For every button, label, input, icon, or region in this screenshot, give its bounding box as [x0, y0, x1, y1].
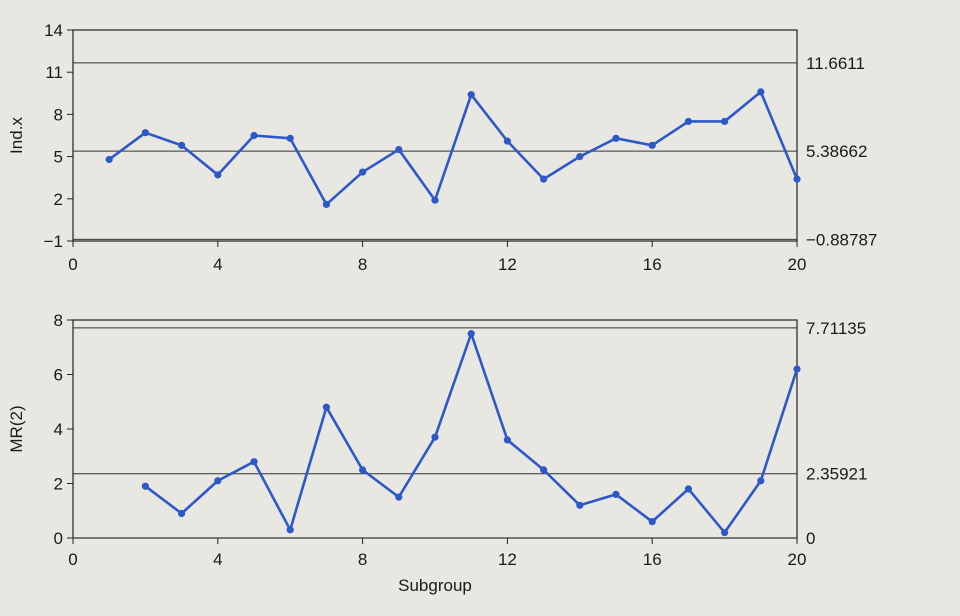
data-point [648, 518, 656, 526]
data-point [721, 528, 729, 537]
x-tick-label: 16 [643, 550, 662, 569]
data-point [576, 153, 584, 161]
data-point [612, 490, 620, 498]
plot-frame [72, 29, 798, 242]
x-tick-label: 4 [213, 255, 222, 274]
data-point [286, 526, 294, 534]
control-limit-label: 7.71135 [806, 319, 866, 338]
x-tick-label: 20 [788, 550, 807, 569]
data-point [395, 145, 403, 154]
data-point [250, 458, 258, 466]
control-limit-label: −0.88787 [806, 230, 877, 249]
control-limit-label: 2.35921 [806, 465, 867, 484]
data-point [684, 485, 693, 493]
x-tick-label: 4 [213, 550, 222, 569]
data-point [612, 134, 620, 142]
data-point [141, 129, 149, 137]
data-point [214, 171, 222, 179]
control-limit-label: 5.38662 [806, 142, 867, 161]
data-point [467, 91, 475, 99]
data-point [721, 117, 729, 126]
data-point [648, 141, 656, 149]
control-limit-label: 0 [806, 529, 815, 548]
data-point [286, 134, 294, 142]
data-point [576, 501, 584, 509]
y-tick-label: 8 [54, 105, 63, 124]
data-point [793, 365, 801, 373]
y-tick-label: −1 [44, 232, 63, 251]
x-tick-label: 12 [498, 255, 517, 274]
y-tick-label: 2 [54, 475, 63, 494]
x-axis-label: Subgroup [398, 576, 472, 595]
control-limit-label: 11.6611 [806, 54, 865, 73]
data-point [359, 466, 367, 474]
data-point [178, 141, 186, 149]
series-line [108, 90, 799, 206]
data-point [141, 482, 149, 490]
y-axis-label: MR(2) [7, 405, 26, 452]
data-point [757, 88, 765, 96]
data-point [322, 403, 330, 411]
data-point [684, 117, 693, 126]
y-tick-label: 0 [54, 529, 63, 548]
y-axis-label: Ind.x [7, 117, 26, 154]
data-point [178, 509, 186, 518]
y-tick-label: 11 [45, 63, 63, 82]
x-tick-label: 16 [643, 255, 662, 274]
data-point [793, 175, 801, 183]
y-tick-label: 14 [44, 21, 63, 40]
data-point [540, 175, 548, 183]
x-tick-label: 8 [358, 255, 367, 274]
x-tick-label: 12 [498, 550, 517, 569]
data-point [250, 131, 258, 140]
series-line [144, 332, 799, 534]
data-point [359, 168, 367, 176]
data-point [540, 466, 548, 474]
data-point [467, 330, 475, 338]
data-point [503, 436, 511, 444]
data-point [395, 493, 403, 501]
x-tick-label: 20 [788, 255, 807, 274]
data-point [503, 137, 511, 145]
x-tick-label: 0 [68, 255, 77, 274]
y-tick-label: 5 [54, 148, 63, 167]
data-point [431, 433, 439, 441]
plot-frame [72, 319, 798, 539]
x-tick-label: 0 [68, 550, 77, 569]
data-point [105, 155, 113, 164]
data-point [757, 477, 765, 485]
data-point [214, 477, 222, 485]
y-tick-label: 6 [54, 366, 63, 385]
data-point [322, 200, 330, 209]
y-tick-label: 4 [54, 420, 63, 439]
y-tick-label: 8 [54, 311, 63, 330]
individuals-chart: 11.6611 5.38662 −0.88787 −1 2 5 8 11 14 0 4 8 12 16 20… [7, 21, 877, 274]
x-tick-label: 8 [358, 550, 367, 569]
y-tick-label: 2 [54, 190, 63, 209]
data-point [431, 196, 439, 204]
